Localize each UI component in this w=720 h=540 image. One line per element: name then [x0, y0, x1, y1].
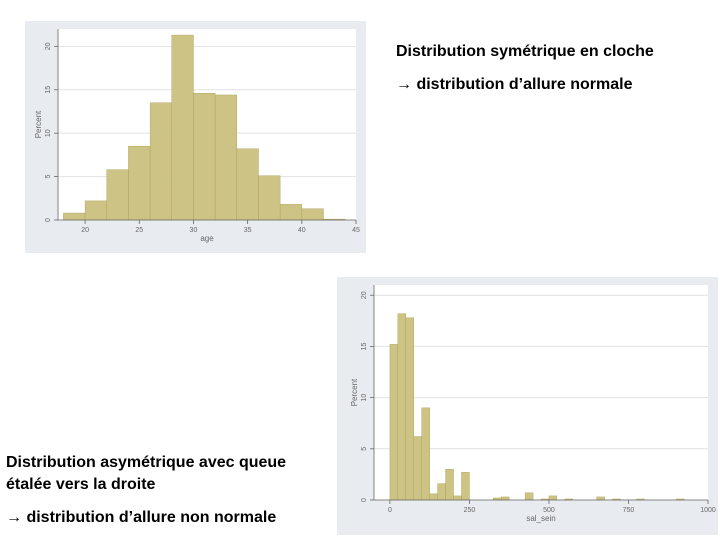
histogram-bar [63, 212, 86, 221]
y-tick-label: 20 [361, 291, 368, 299]
age-histogram: 0 5 10 15 20 20 25 30 35 40 45 age Percent [34, 29, 360, 243]
histogram-bar [214, 94, 238, 221]
histogram-bar [501, 496, 510, 501]
age-histogram-panel: 0 5 10 15 20 20 25 30 35 40 45 age Percent [25, 21, 366, 253]
histogram-bar [397, 313, 407, 501]
x-tick-label: 500 [543, 507, 555, 514]
asymmetric-caption: Distribution asymétrique avec queue étalé… [6, 452, 286, 496]
histogram-bar [405, 317, 414, 501]
histogram-bar [389, 344, 399, 501]
y-tick-label: 5 [361, 447, 368, 451]
histogram-bar [453, 495, 462, 501]
arrow-icon: → [6, 509, 22, 526]
histogram-bar [301, 208, 324, 221]
histogram-bar [149, 102, 172, 221]
x-tick-label: 750 [623, 507, 635, 514]
non-normal-conclusion-text: distribution d’allure non normale [26, 509, 277, 526]
normal-conclusion-text: distribution d’allure normale [416, 76, 633, 93]
x-tick-label: 40 [298, 227, 306, 234]
histogram-bar [236, 148, 259, 221]
x-tick-label: 35 [244, 227, 252, 234]
normal-conclusion: → distribution d’allure normale [396, 74, 632, 96]
histogram-bar [461, 472, 470, 501]
histogram-bar [596, 496, 605, 501]
arrow-icon: → [396, 76, 412, 93]
y-tick-label: 10 [361, 394, 368, 402]
x-tick-label: 45 [352, 227, 360, 234]
x-tick-label: 30 [190, 227, 198, 234]
salary-histogram: 0 5 10 15 20 0 250 500 750 1000 sal_sein Percent [350, 285, 716, 523]
non-normal-conclusion: → distribution d’allure non normale [6, 507, 276, 529]
x-axis-label: sal_sein [526, 514, 555, 523]
y-tick-label: 10 [45, 129, 52, 137]
y-tick-label: 0 [45, 218, 52, 222]
salary-histogram-panel: 0 5 10 15 20 0 250 500 750 1000 sal_sein Percent [337, 277, 718, 535]
histogram-bar [421, 407, 430, 501]
y-tick-label: 0 [361, 498, 368, 502]
symmetric-caption: Distribution symétrique en cloche [396, 43, 654, 60]
x-tick-label: 250 [464, 507, 476, 514]
asymmetric-caption-line2: étalée vers la droite [6, 476, 156, 493]
histogram-bar [437, 483, 446, 501]
histogram-bar [429, 493, 438, 501]
y-tick-label: 5 [45, 175, 52, 179]
y-axis-label: Percent [34, 110, 43, 138]
histogram-bar [413, 436, 422, 501]
y-axis-label: Percent [350, 378, 359, 406]
x-tick-label: 25 [135, 227, 143, 234]
histogram-bar [128, 146, 151, 221]
y-tick-label: 20 [45, 42, 52, 50]
x-tick-label: 0 [388, 507, 392, 514]
histogram-bar [84, 200, 107, 221]
histogram-bar [445, 469, 454, 501]
x-tick-label: 1000 [700, 507, 716, 514]
histogram-bar [548, 495, 558, 501]
y-tick-label: 15 [45, 86, 52, 94]
histogram-bar [171, 34, 194, 221]
histogram-bar [524, 492, 534, 501]
histogram-bar [258, 175, 281, 221]
x-tick-label: 20 [81, 227, 89, 234]
y-tick-label: 15 [361, 342, 368, 350]
x-axis-label: age [200, 234, 214, 243]
histogram-bar [279, 204, 303, 221]
histogram-bar [193, 93, 216, 221]
histogram-bar [106, 169, 129, 221]
asymmetric-caption-line1: Distribution asymétrique avec queue [6, 454, 287, 471]
